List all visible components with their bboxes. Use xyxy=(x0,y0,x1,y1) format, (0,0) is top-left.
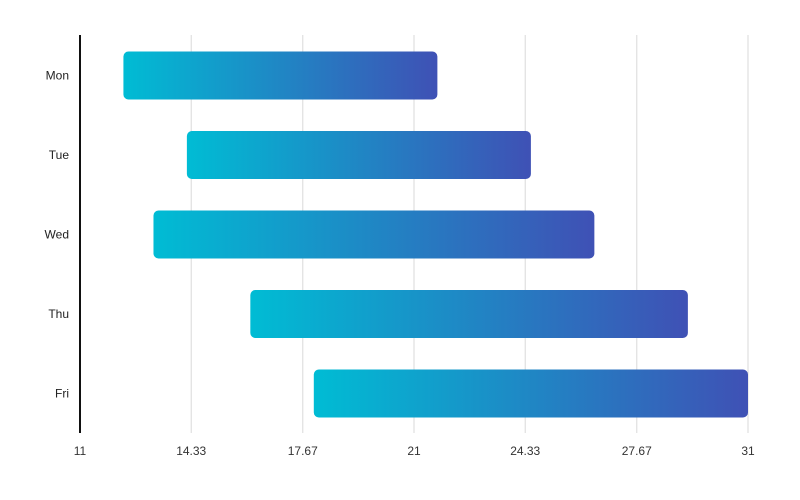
category-label-wed: Wed xyxy=(45,228,69,242)
bar-tue[interactable] xyxy=(186,131,531,179)
bar-thu[interactable] xyxy=(250,290,688,338)
bars xyxy=(123,51,748,418)
x-tick-label: 31 xyxy=(741,444,755,458)
category-label-fri: Fri xyxy=(55,387,69,401)
bar-wed[interactable] xyxy=(153,210,595,259)
category-label-mon: Mon xyxy=(46,69,69,83)
x-tick-label: 24.33 xyxy=(510,444,540,458)
bar-mon[interactable] xyxy=(123,51,438,100)
x-tick-label: 17.67 xyxy=(288,444,318,458)
category-label-tue: Tue xyxy=(49,148,70,162)
x-tick-label: 21 xyxy=(407,444,421,458)
x-tick-label: 11 xyxy=(74,444,87,458)
x-tick-label: 14.33 xyxy=(176,444,206,458)
category-label-thu: Thu xyxy=(48,307,69,321)
category-labels: Mon Tue Wed Thu Fri xyxy=(45,69,70,401)
x-tick-label: 27.67 xyxy=(622,444,652,458)
x-tick-labels: 11 14.33 17.67 21 24.33 27.67 31 xyxy=(74,444,755,458)
bar-fri[interactable] xyxy=(313,369,748,418)
